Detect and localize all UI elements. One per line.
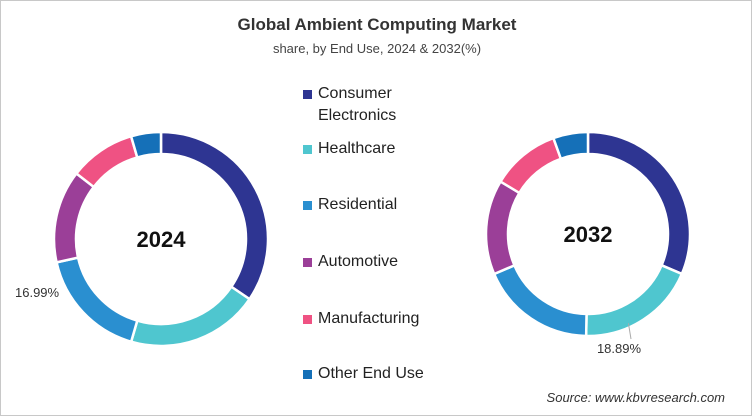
legend-item: Healthcare bbox=[303, 138, 395, 160]
legend-label: Other End Use bbox=[318, 365, 424, 382]
donut-slice-2032-residential bbox=[492, 263, 588, 338]
legend-label: Manufacturing bbox=[318, 310, 420, 327]
legend-label: Automotive bbox=[318, 253, 399, 270]
legend-label: Residential bbox=[318, 196, 398, 213]
donut-slice-2032-manufacturing bbox=[498, 136, 563, 195]
donut-slice-2024-consumer-electronics bbox=[159, 130, 270, 301]
donut-slice-2032-consumer-electronics bbox=[586, 130, 692, 276]
legend-item: Other End Use bbox=[303, 363, 424, 385]
legend-label: Healthcare bbox=[318, 140, 396, 157]
donut-slice-2024-manufacturing bbox=[74, 134, 139, 189]
donut-slice-2024-residential bbox=[55, 256, 139, 344]
donut-slice-2024-automotive bbox=[52, 171, 96, 264]
source-note: Source: www.kbvresearch.com bbox=[546, 390, 725, 405]
donut-slice-2032-other-end-use bbox=[551, 130, 590, 161]
donut-slice-2024-other-end-use bbox=[129, 130, 163, 159]
legend-item: Consumer Electronics bbox=[303, 83, 428, 127]
legend-label: Consumer Electronics bbox=[318, 85, 397, 124]
chart-subtitle: share, by End Use, 2024 & 2032(%) bbox=[272, 41, 482, 56]
leader-line bbox=[627, 323, 632, 340]
legend-swatch bbox=[303, 145, 312, 154]
donut-slice-2024-healthcare bbox=[129, 285, 252, 348]
legend-swatch bbox=[303, 370, 312, 379]
data-label-2024: 16.99% bbox=[15, 285, 60, 300]
legend-item: Automotive bbox=[303, 251, 398, 273]
legend-swatch bbox=[303, 315, 312, 324]
donut-slice-2032-healthcare bbox=[584, 263, 684, 338]
legend-swatch bbox=[303, 90, 312, 99]
data-label-2032: 18.89% bbox=[597, 341, 642, 356]
donut-slice-2032-automotive bbox=[484, 179, 522, 276]
legend-item: Residential bbox=[303, 194, 397, 216]
year-label-2024: 2024 bbox=[137, 227, 187, 252]
legend-item: Manufacturing bbox=[303, 308, 419, 330]
legend-swatch bbox=[303, 258, 312, 267]
legend-swatch bbox=[303, 201, 312, 210]
year-label-2032: 2032 bbox=[564, 222, 613, 247]
chart-title: Global Ambient Computing Market bbox=[237, 15, 517, 34]
